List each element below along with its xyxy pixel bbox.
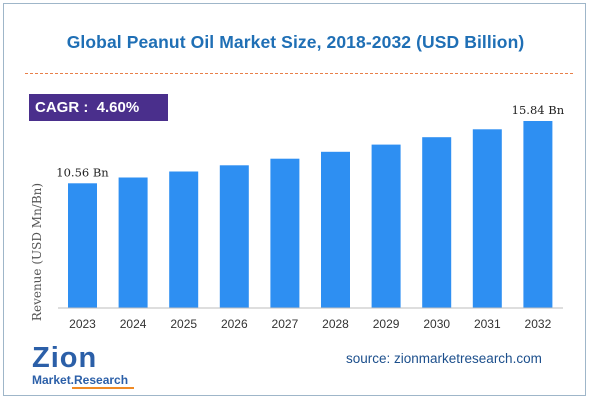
zion-logo: Zion Market.Research — [32, 343, 137, 391]
source-note: source: zionmarketresearch.com — [346, 351, 542, 366]
logo-subtitle: Market.Research — [32, 373, 129, 387]
x-tick-label-2030: 2030 — [423, 317, 450, 331]
bar-2027 — [270, 158, 300, 308]
x-tick-label-2028: 2028 — [322, 317, 349, 331]
x-tick-label-2026: 2026 — [221, 317, 248, 331]
bar-2029 — [371, 144, 401, 308]
data-label-2032: 15.84 Bn — [512, 103, 565, 117]
bar-2028 — [321, 151, 350, 308]
bar-2032 — [523, 121, 553, 308]
cagr-badge: CAGR : 4.60% — [29, 94, 168, 121]
bar-2030 — [422, 137, 452, 308]
bar-2024 — [118, 177, 148, 308]
logo-wordmark: Zion — [32, 342, 98, 374]
logo-accent-line — [72, 387, 134, 389]
bar-2025 — [169, 171, 199, 308]
y-axis-label: Revenue (USD Mn/Bn) — [30, 183, 44, 321]
x-tick-label-2029: 2029 — [373, 317, 400, 331]
bar-2026 — [219, 165, 249, 308]
x-tick-label-2025: 2025 — [170, 317, 197, 331]
chart-title: Global Peanut Oil Market Size, 2018-2032… — [66, 32, 525, 52]
title-divider — [25, 73, 573, 74]
x-tick-label-2032: 2032 — [525, 317, 552, 331]
bar-2023 — [68, 183, 97, 308]
x-tick-label-2027: 2027 — [272, 317, 299, 331]
data-label-2023: 10.56 Bn — [56, 165, 109, 179]
bar-2031 — [472, 129, 502, 308]
x-tick-label-2031: 2031 — [474, 317, 501, 331]
x-tick-label-2023: 2023 — [69, 317, 96, 331]
x-tick-label-2024: 2024 — [120, 317, 147, 331]
